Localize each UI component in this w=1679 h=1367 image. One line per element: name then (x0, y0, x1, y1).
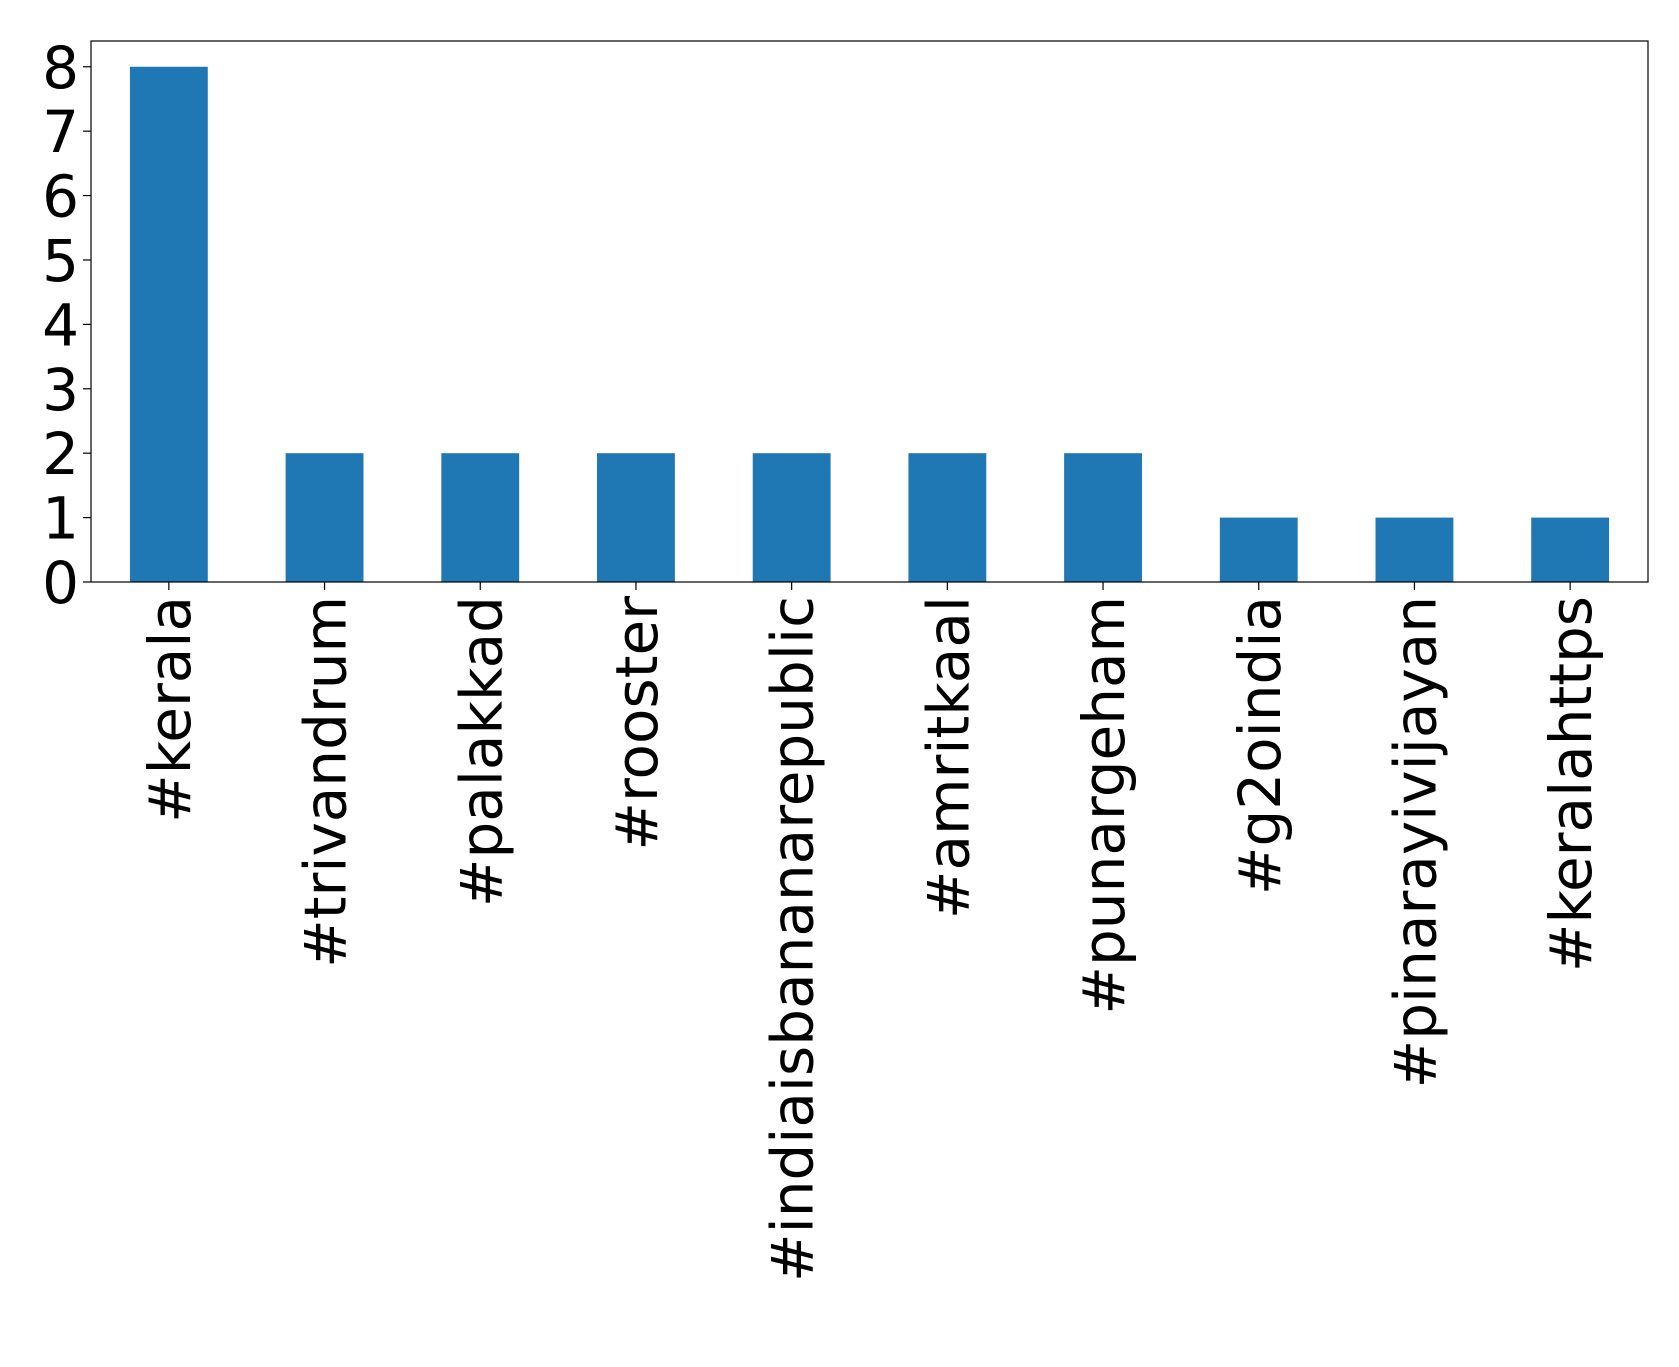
axes-frame (90, 40, 1649, 583)
bar (129, 66, 208, 582)
bar (1531, 517, 1610, 582)
x-tick-label: #punargeham (1070, 596, 1138, 1015)
x-tick-label: #keralahttps (1537, 596, 1605, 972)
y-tick-label: 4 (42, 291, 79, 359)
bar (908, 453, 987, 582)
bar (1219, 517, 1298, 582)
y-tick-label: 1 (42, 485, 79, 553)
y-tick-label: 2 (42, 420, 79, 488)
y-tick-label: 7 (42, 98, 79, 166)
x-tick-label: #amritkaal (914, 596, 982, 919)
x-tick-label: #trivandrum (292, 596, 360, 968)
x-tick-label: #rooster (603, 596, 671, 851)
bar (1375, 517, 1454, 582)
y-tick-label: 0 (42, 549, 79, 617)
bar (1064, 453, 1142, 582)
x-tick-label: #indiaisbananarepublic (759, 596, 827, 1282)
y-tick-label: 8 (42, 34, 79, 102)
bar (441, 453, 520, 582)
bar (597, 453, 675, 582)
x-tick-label: #kerala (136, 596, 204, 823)
bar (285, 453, 364, 582)
y-tick-label: 3 (42, 356, 79, 424)
y-tick-label: 6 (42, 163, 79, 231)
x-tick-label: #palakkad (447, 596, 515, 907)
x-tick-label: #pinarayivijayan (1381, 596, 1449, 1088)
x-tick-label: #g2oindia (1226, 596, 1294, 895)
y-tick-label: 5 (42, 227, 79, 295)
bar (752, 453, 831, 582)
